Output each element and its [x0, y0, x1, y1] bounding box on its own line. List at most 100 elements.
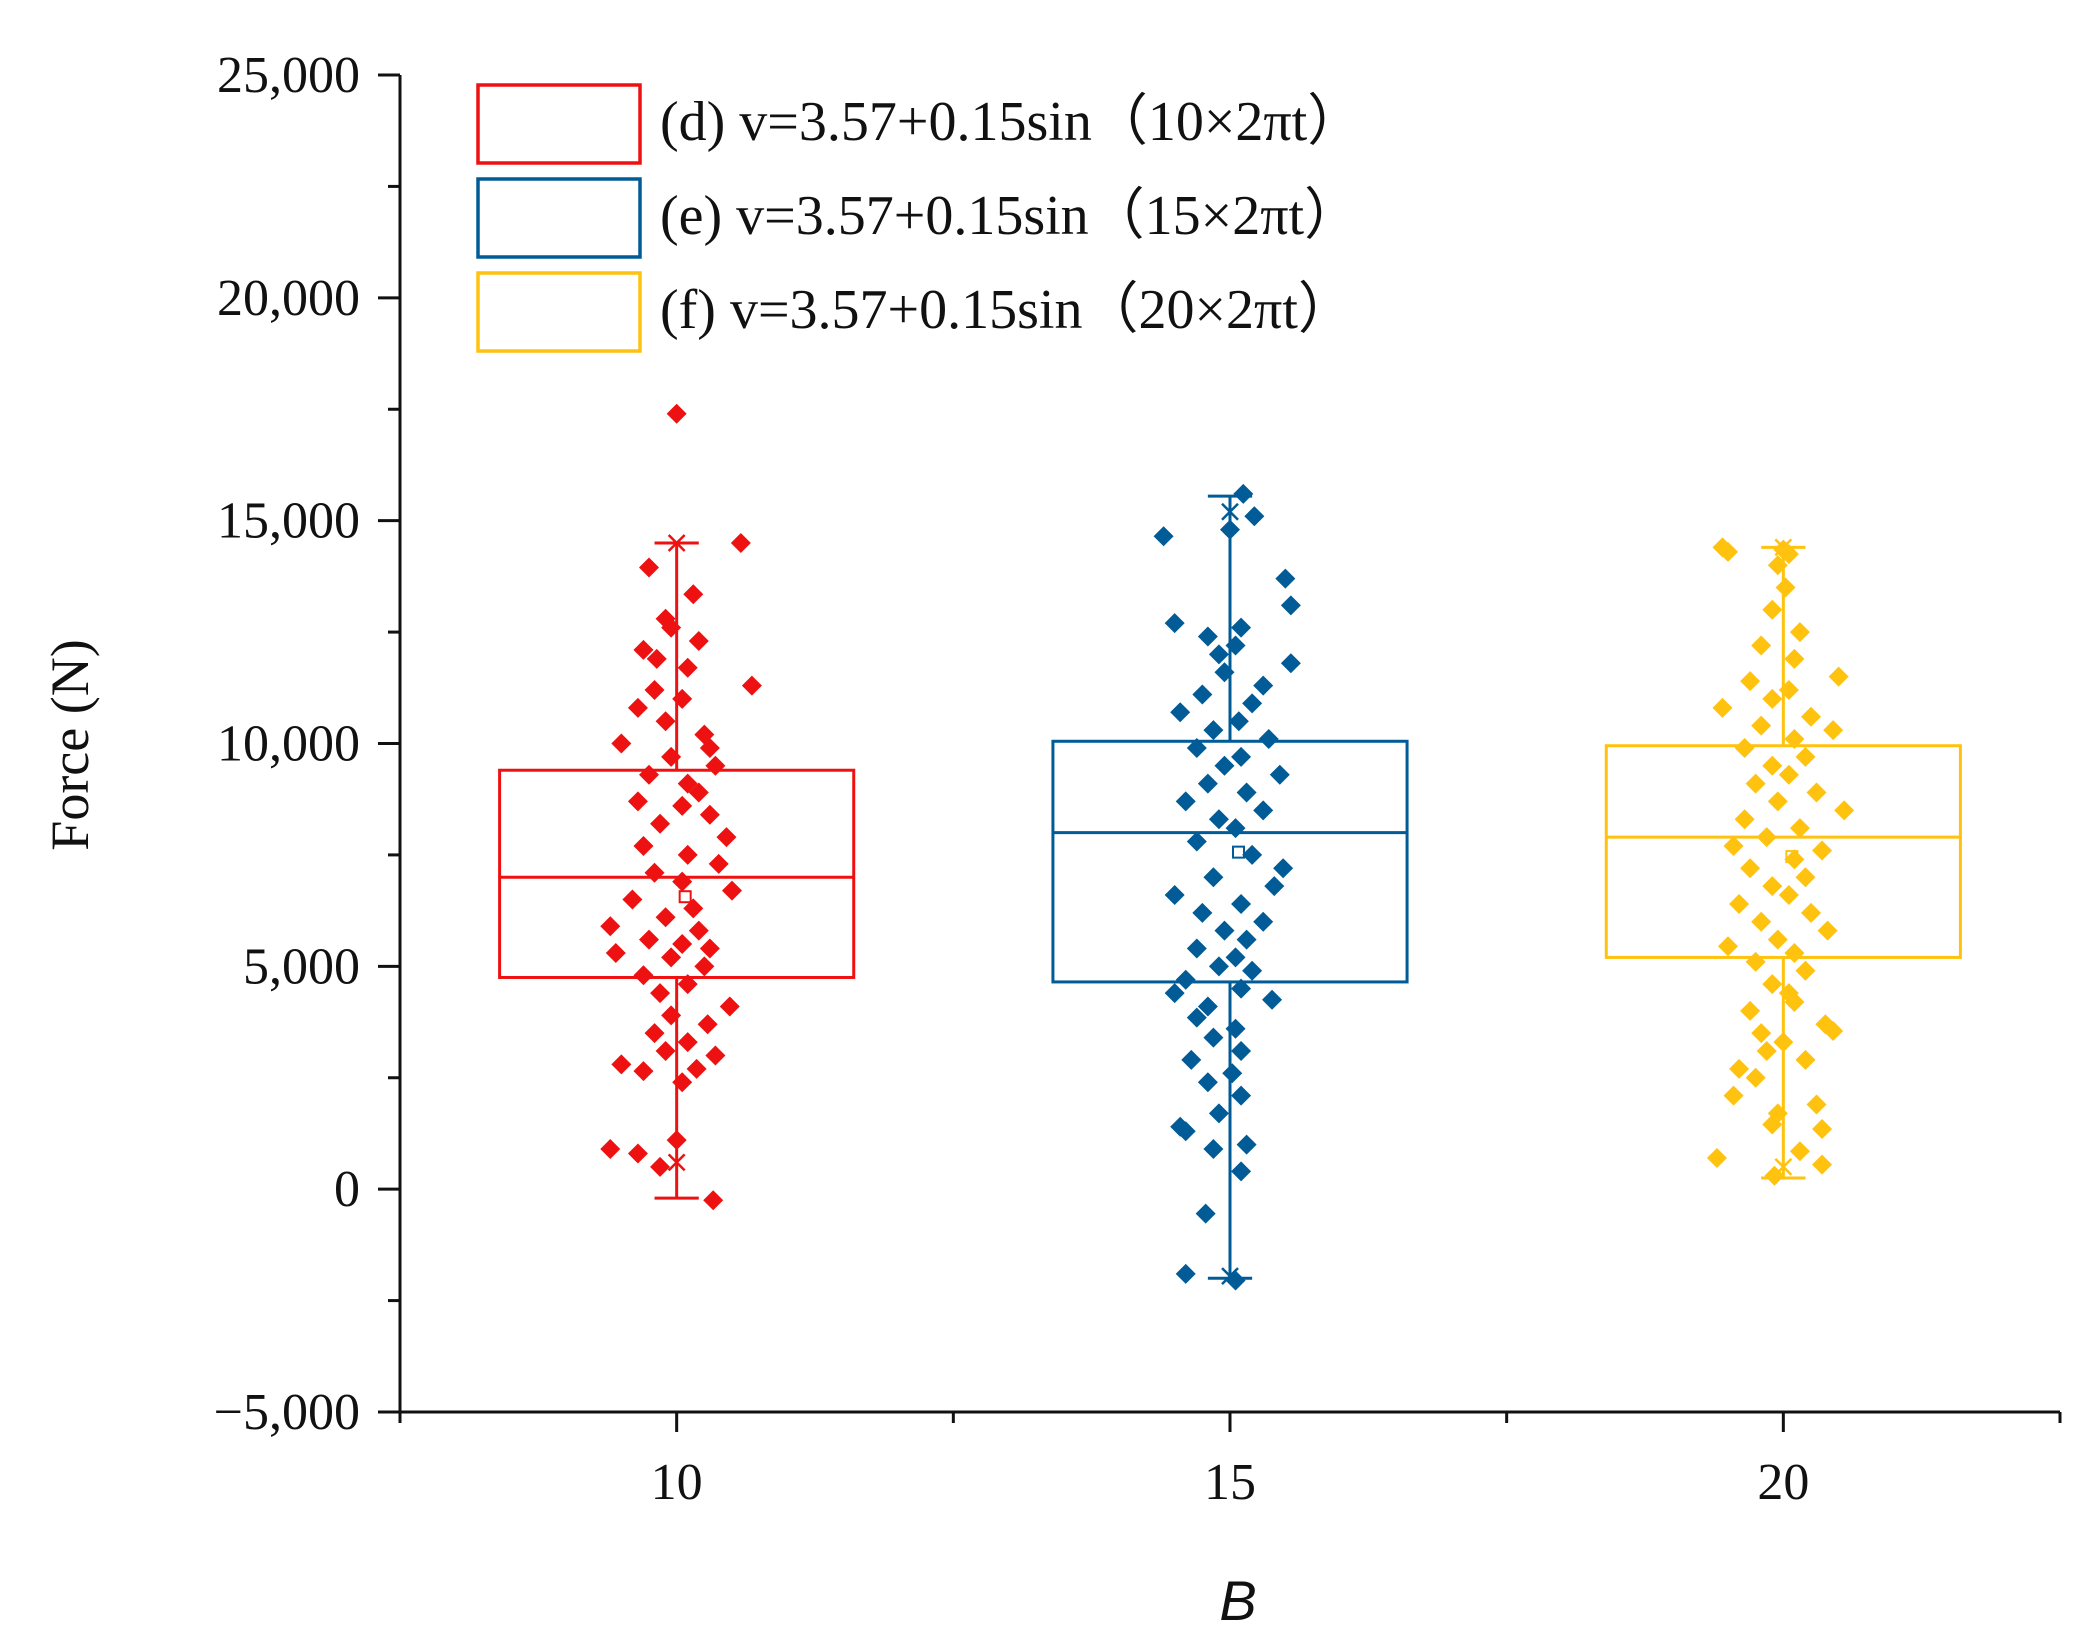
data-point [1767, 555, 1788, 576]
data-point [1244, 506, 1265, 527]
data-point [1762, 599, 1783, 620]
data-point [611, 1054, 632, 1075]
data-point [639, 929, 659, 950]
data-point [1203, 720, 1224, 741]
legend-label: (e) v=3.57+0.15sin（15×2πt） [660, 185, 1360, 247]
data-point [1164, 983, 1185, 1004]
y-tick-label: 15,000 [217, 493, 360, 550]
data-point [1225, 1018, 1246, 1039]
data-point [1175, 969, 1196, 990]
data-point [1745, 951, 1766, 972]
data-point [644, 680, 665, 701]
data-point [1153, 526, 1174, 547]
data-point [1208, 1103, 1229, 1124]
data-point [627, 697, 648, 718]
data-point [1762, 688, 1783, 709]
data-point [699, 737, 720, 758]
data-point [1834, 800, 1855, 821]
data-point [1275, 568, 1296, 589]
data-point [1175, 1263, 1196, 1284]
min-marker [667, 1153, 686, 1172]
data-point [1197, 773, 1218, 794]
data-point [644, 1023, 665, 1044]
data-point [1828, 666, 1849, 687]
data-point [1228, 711, 1249, 732]
y-tick-label: −5,000 [214, 1384, 360, 1441]
data-point [672, 1072, 693, 1093]
data-point [716, 827, 737, 848]
data-point [1222, 1063, 1243, 1084]
data-point [677, 1032, 698, 1053]
data-point [1175, 791, 1196, 812]
data-point [1795, 1049, 1816, 1070]
data-point [1214, 920, 1235, 941]
data-point [1762, 876, 1783, 897]
data-point [1225, 1270, 1246, 1291]
data-point [1806, 782, 1827, 803]
data-point [1784, 942, 1805, 963]
data-point [1214, 755, 1235, 776]
data-point [1729, 893, 1750, 914]
data-point [655, 1041, 676, 1062]
y-tick-label: 25,000 [217, 47, 360, 104]
data-point [633, 639, 654, 660]
data-point [1706, 1147, 1727, 1168]
data-point [1740, 858, 1761, 879]
data-point [1734, 809, 1755, 830]
data-point [1723, 1085, 1744, 1106]
data-point [1762, 974, 1783, 995]
data-point [1231, 893, 1252, 914]
data-point [646, 648, 667, 669]
data-point [1231, 978, 1252, 999]
box-group-10 [498, 403, 856, 1211]
data-point [1778, 885, 1799, 906]
data-point [1762, 755, 1783, 776]
data-point [1734, 737, 1755, 758]
data-point [1208, 644, 1229, 665]
data-point [633, 1061, 654, 1082]
data-point [741, 675, 762, 696]
data-point [1778, 544, 1799, 565]
data-point [1253, 911, 1274, 932]
data-point [1236, 1134, 1257, 1155]
data-point [1186, 1007, 1207, 1028]
data-point [1784, 648, 1805, 669]
data-point [605, 942, 626, 963]
data-point [1258, 729, 1279, 750]
data-point [1175, 1121, 1196, 1142]
data-point [1269, 764, 1290, 785]
data-point [1723, 836, 1744, 857]
data-point [722, 880, 742, 901]
data-point [639, 764, 659, 785]
data-point [1740, 671, 1761, 692]
data-point [1225, 635, 1246, 656]
data-point [1795, 960, 1816, 981]
data-point [708, 853, 729, 874]
data-point [1231, 1085, 1252, 1106]
box-iqr [1604, 744, 1962, 959]
data-point [1203, 1139, 1224, 1160]
data-point [1231, 1161, 1252, 1182]
data-point [1823, 720, 1844, 741]
data-point [611, 733, 632, 754]
data-point [644, 862, 665, 883]
data-point [1718, 541, 1738, 562]
data-point [1817, 920, 1838, 941]
legend-swatch [476, 83, 642, 165]
max-marker [1221, 502, 1239, 521]
data-point [1806, 1094, 1827, 1115]
data-point [688, 782, 709, 803]
data-point [1192, 684, 1213, 705]
data-point [705, 755, 726, 776]
y-axis-label: Force (N) [40, 639, 100, 850]
data-point [1751, 1023, 1772, 1044]
data-point [1767, 929, 1788, 950]
data-point [1789, 1141, 1810, 1162]
data-point [677, 657, 698, 678]
x-tick-label: 15 [1204, 1454, 1256, 1511]
data-point [1784, 729, 1805, 750]
data-point [1280, 595, 1301, 616]
data-point [650, 1156, 671, 1177]
data-point [639, 557, 659, 578]
